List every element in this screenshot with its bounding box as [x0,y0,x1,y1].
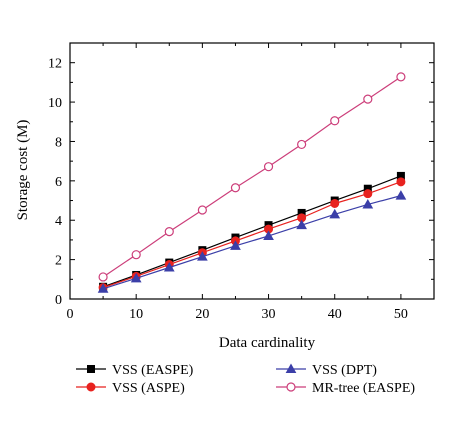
series-vss-aspe [98,177,406,293]
data-point [197,205,207,215]
legend-swatch-marker [285,363,297,373]
data-point [163,261,175,272]
series-line [102,195,402,290]
y-tick-label: 6 [55,175,62,190]
legend-swatch-marker [87,365,95,373]
legend-label: MR-tree (EASPE) [312,381,415,396]
data-point [363,189,373,199]
legend-item: VSS (ASPE) [76,381,185,396]
x-tick-label: 50 [394,307,408,322]
y-tick-label: 4 [55,214,62,229]
data-point [263,230,274,240]
data-point [363,94,373,104]
data-point [97,283,109,293]
x-axis-title: Data cardinality [219,335,316,351]
data-point [297,139,307,150]
axis-ticks: 0 10 20 30 40 50 0 2 4 6 8 10 12 [48,42,434,322]
legend-label: VSS (DPT) [312,363,377,378]
x-tick-label: 30 [262,307,276,322]
data-point [296,219,307,230]
legend-label: VSS (ASPE) [112,381,185,396]
legend-item: MR-tree (EASPE) [276,381,415,396]
legend-item: VSS (DPT) [276,363,377,378]
series-line [102,175,402,288]
series-line [102,76,402,278]
series-line [102,181,402,289]
y-axis-title: Storage cost (M) [15,120,31,221]
data-point [98,272,108,282]
data-point [395,190,407,200]
y-tick-label: 10 [48,96,62,111]
data-point [396,177,406,187]
y-tick-label: 2 [55,254,62,269]
data-point [396,72,406,82]
data-point [230,183,241,193]
data-point [330,198,340,208]
data-point [230,240,241,250]
legend-swatch-marker [86,382,96,392]
series-mr-tree-easpe [98,72,406,282]
y-tick-label: 0 [55,293,62,308]
x-tick-label: 20 [195,307,209,322]
y-tick-label: 12 [48,57,62,72]
data-point [263,162,274,172]
data-point [329,208,341,219]
plot-frame [69,42,435,300]
data-point [164,227,174,237]
legend-swatch-marker [286,382,296,392]
legend-label: VSS (EASPE) [112,363,194,378]
data-series [97,72,407,293]
data-point [130,272,142,283]
data-point [197,251,208,261]
x-tick-label: 40 [328,307,342,322]
series-vss-dpt [97,190,407,293]
y-tick-label: 8 [55,135,62,150]
data-point [330,116,340,126]
x-tick-label: 10 [129,307,143,322]
legend-item: VSS (EASPE) [76,363,194,378]
plot-border [69,42,435,300]
legend: VSS (EASPE) VSS (ASPE) VSS (DPT) MR-tree (E… [76,363,415,396]
data-point [131,250,141,260]
data-point [362,198,374,209]
x-tick-label: 0 [67,307,74,322]
